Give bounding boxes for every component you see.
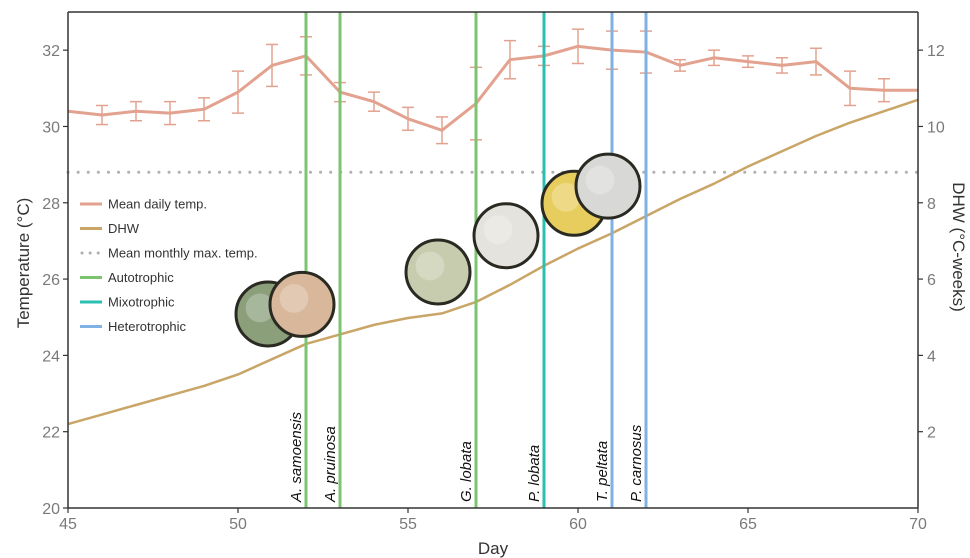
legend-label: DHW — [108, 221, 140, 236]
y-right-tick-label: 2 — [927, 425, 936, 442]
coral-photo-frame — [268, 270, 336, 338]
x-tick-label: 70 — [909, 516, 927, 533]
coral-photo-highlight — [415, 251, 445, 281]
x-tick-label: 60 — [569, 516, 587, 533]
x-tick-label: 45 — [59, 516, 77, 533]
species-label: P. lobata — [526, 445, 543, 502]
coral-photo — [574, 152, 642, 220]
legend-item: Heterotrophic — [80, 319, 187, 334]
y-left-tick-label: 20 — [42, 501, 60, 518]
legend-item: Mixotrophic — [80, 295, 175, 310]
coral-photo-highlight — [551, 182, 581, 212]
legend-item: Mean daily temp. — [80, 197, 207, 212]
temperature-line — [67, 44, 918, 132]
y-axis-left-title: Temperature (°C) — [14, 198, 33, 329]
y-right-tick-label: 10 — [927, 119, 945, 136]
legend-item: DHW — [80, 221, 140, 236]
y-left-tick-label: 32 — [42, 43, 60, 60]
coral-photo-frame — [404, 238, 472, 306]
legend-label: Mixotrophic — [108, 295, 175, 310]
y-right-tick-label: 12 — [927, 43, 945, 60]
dhw-layer — [67, 98, 919, 426]
y-right-tick-label: 8 — [927, 196, 936, 213]
y-left-tick-label: 22 — [42, 425, 60, 442]
coral-photo-highlight — [483, 215, 513, 245]
coral-photo-frame — [472, 202, 540, 270]
coral-photo-highlight — [279, 284, 309, 313]
coral-photo — [404, 238, 472, 306]
y-left-tick-label: 24 — [42, 348, 60, 365]
x-tick-label: 65 — [739, 516, 757, 533]
photo-layer — [234, 152, 642, 348]
coral-photo-highlight — [585, 165, 615, 195]
y-right-tick-label: 4 — [927, 348, 936, 365]
coral-photo — [472, 202, 540, 270]
species-label: P. carnosus — [628, 424, 645, 502]
species-label: G. lobata — [458, 441, 475, 502]
vertical-lines-layer — [304, 12, 648, 508]
x-tick-label: 50 — [229, 516, 247, 533]
y-left-tick-label: 30 — [42, 119, 60, 136]
legend-label: Heterotrophic — [108, 319, 187, 334]
x-tick-label: 55 — [399, 516, 417, 533]
species-label: A. samoensis — [288, 411, 305, 503]
coral-photo-highlight — [245, 293, 275, 323]
legend-item: Mean monthly max. temp. — [80, 246, 258, 261]
coral-photo — [268, 270, 336, 338]
legend-layer: Mean daily temp. DHW Mean monthly max. tem… — [80, 197, 258, 334]
dhw-line — [67, 98, 919, 426]
y-left-tick-label: 28 — [42, 196, 60, 213]
legend-item: Autotrophic — [80, 270, 174, 285]
y-axis-right-title: DHW (°C-weeks) — [949, 182, 968, 312]
y-right-tick-label: 6 — [927, 272, 936, 289]
legend-label: Mean daily temp. — [108, 197, 207, 212]
species-label: T. peltata — [594, 441, 611, 502]
x-axis-title: Day — [478, 539, 509, 558]
y-left-tick-label: 26 — [42, 272, 60, 289]
legend-label: Mean monthly max. temp. — [108, 246, 258, 261]
coral-photo-frame — [574, 152, 642, 220]
species-label: A. pruinosa — [322, 426, 339, 503]
species-label-layer: A. samoensis A. pruinosa G. lobata P. lobat… — [288, 411, 645, 503]
legend-label: Autotrophic — [108, 270, 174, 285]
